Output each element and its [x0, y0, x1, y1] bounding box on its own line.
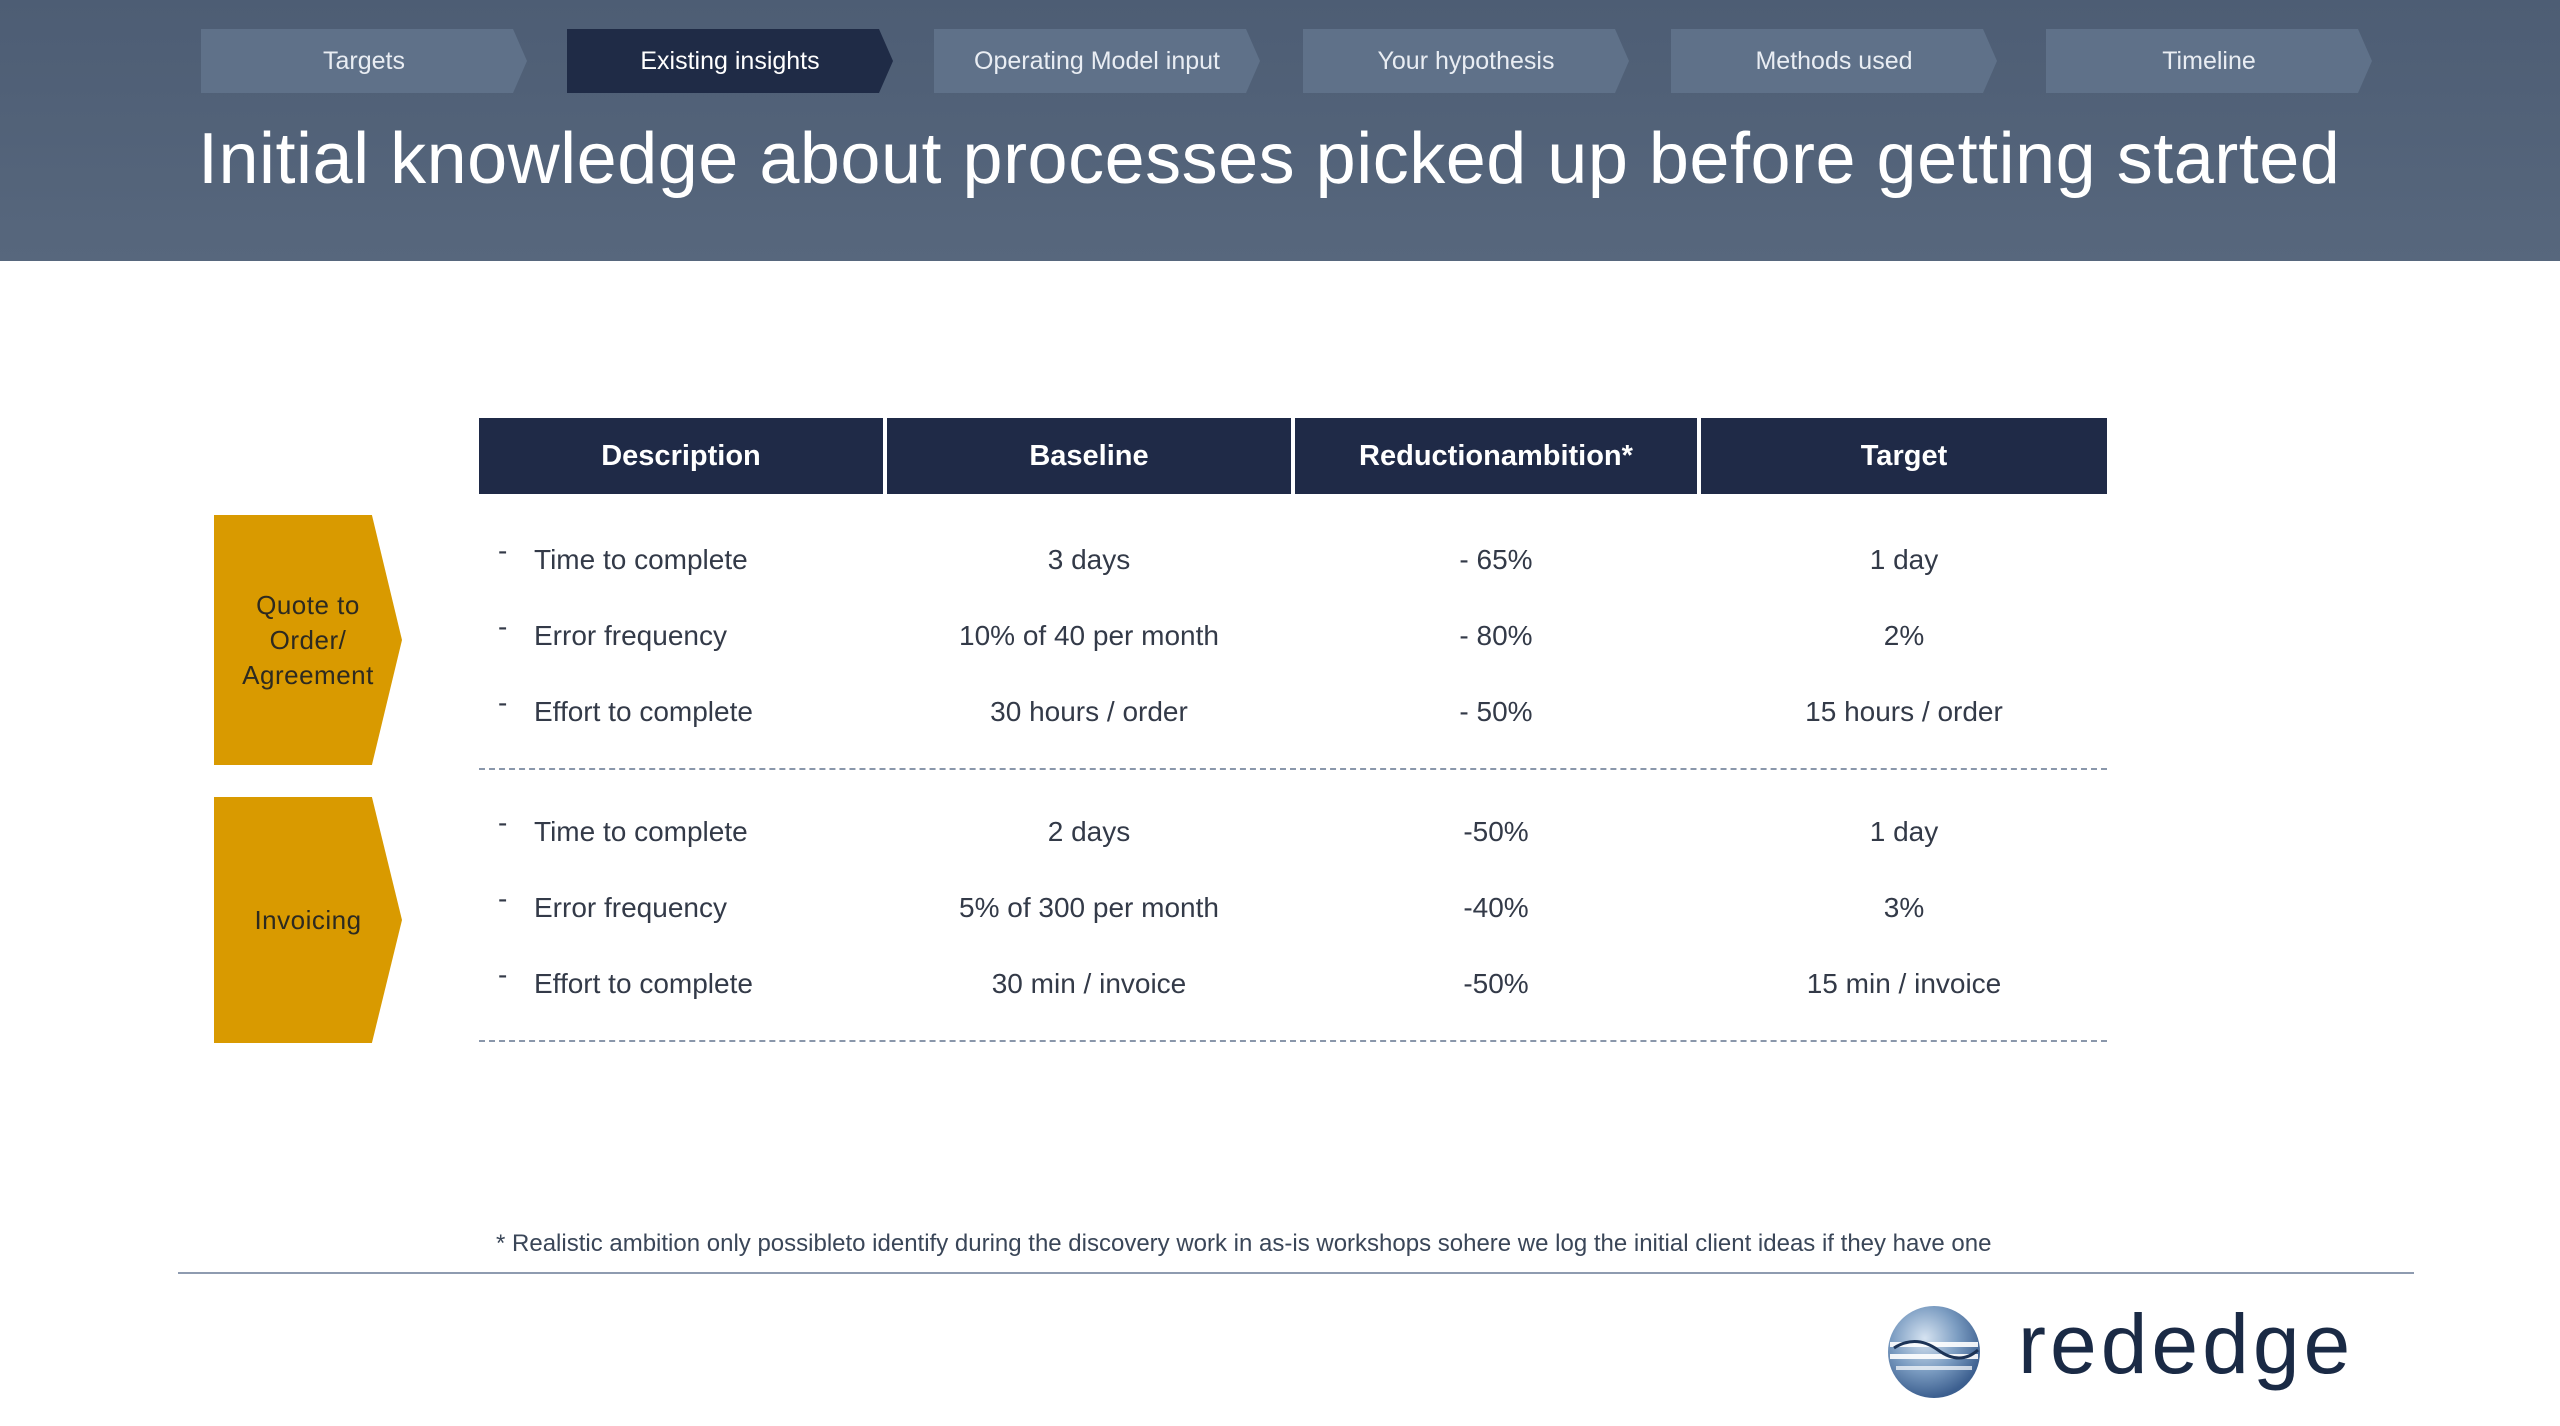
table-row: - Error frequency 5% of 300 per month -4… — [479, 883, 2107, 933]
cell-description: Error frequency — [534, 611, 727, 661]
header-baseline: Baseline — [887, 418, 1291, 494]
cell-baseline: 5% of 300 per month — [887, 883, 1291, 933]
cell-reduction: - 50% — [1295, 687, 1697, 737]
table-row: - Time to complete 2 days -50% 1 day — [479, 807, 2107, 857]
cell-baseline: 30 hours / order — [887, 687, 1291, 737]
cell-description: Effort to complete — [534, 687, 753, 737]
cell-target: 1 day — [1701, 807, 2107, 857]
cell-baseline: 3 days — [887, 535, 1291, 585]
cell-reduction: - 80% — [1295, 611, 1697, 661]
cell-description: Time to complete — [534, 807, 748, 857]
cell-reduction: -40% — [1295, 883, 1697, 933]
cell-baseline: 10% of 40 per month — [887, 611, 1291, 661]
table-row: - Effort to complete 30 hours / order - … — [479, 687, 2107, 737]
page-title: Initial knowledge about processes picked… — [198, 118, 2340, 200]
bullet-dash: - — [498, 687, 523, 719]
group-divider — [479, 1040, 2107, 1042]
cell-target: 15 hours / order — [1701, 687, 2107, 737]
group-label-line: Agreement — [242, 658, 374, 693]
cell-target: 3% — [1701, 883, 2107, 933]
brand-logo-text: rededge — [2018, 1296, 2354, 1393]
step-timeline[interactable]: Timeline — [2046, 29, 2372, 93]
group-label-line: Order/ — [270, 623, 347, 658]
globe-logo-icon — [1886, 1304, 1982, 1400]
header-target: Target — [1701, 418, 2107, 494]
group-divider — [479, 768, 2107, 770]
table-row: - Time to complete 3 days - 65% 1 day — [479, 535, 2107, 585]
cell-target: 15 min / invoice — [1701, 959, 2107, 1009]
table-row: - Effort to complete 30 min / invoice -5… — [479, 959, 2107, 1009]
bullet-dash: - — [498, 959, 523, 991]
step-targets[interactable]: Targets — [201, 29, 527, 93]
table-row: - Error frequency 10% of 40 per month - … — [479, 611, 2107, 661]
step-methods-used[interactable]: Methods used — [1671, 29, 1997, 93]
cell-description: Time to complete — [534, 535, 748, 585]
header-banner: Targets Existing insights Operating Mode… — [0, 0, 2560, 261]
group-label-line: Invoicing — [254, 903, 361, 938]
bullet-dash: - — [498, 611, 523, 643]
header-reduction-ambition: Reductionambition* — [1295, 418, 1697, 494]
step-existing-insights[interactable]: Existing insights — [567, 29, 893, 93]
group-label-line: Quote to — [256, 588, 360, 623]
cell-description: Effort to complete — [534, 959, 753, 1009]
group-label-quote-to-order: Quote to Order/ Agreement — [214, 515, 402, 765]
bullet-dash: - — [498, 883, 523, 915]
cell-description: Error frequency — [534, 883, 727, 933]
bullet-dash: - — [498, 807, 523, 839]
cell-reduction: -50% — [1295, 959, 1697, 1009]
cell-target: 2% — [1701, 611, 2107, 661]
process-steps-nav: Targets Existing insights Operating Mode… — [0, 0, 2560, 100]
footnote: * Realistic ambition only possibleto ide… — [496, 1230, 1991, 1258]
cell-reduction: - 65% — [1295, 535, 1697, 585]
group-label-invoicing: Invoicing — [214, 797, 402, 1043]
footer-divider — [178, 1272, 2414, 1274]
cell-baseline: 2 days — [887, 807, 1291, 857]
step-operating-model-input[interactable]: Operating Model input — [934, 29, 1260, 93]
cell-baseline: 30 min / invoice — [887, 959, 1291, 1009]
bullet-dash: - — [498, 535, 523, 567]
cell-reduction: -50% — [1295, 807, 1697, 857]
step-your-hypothesis[interactable]: Your hypothesis — [1303, 29, 1629, 93]
cell-target: 1 day — [1701, 535, 2107, 585]
header-description: Description — [479, 418, 883, 494]
